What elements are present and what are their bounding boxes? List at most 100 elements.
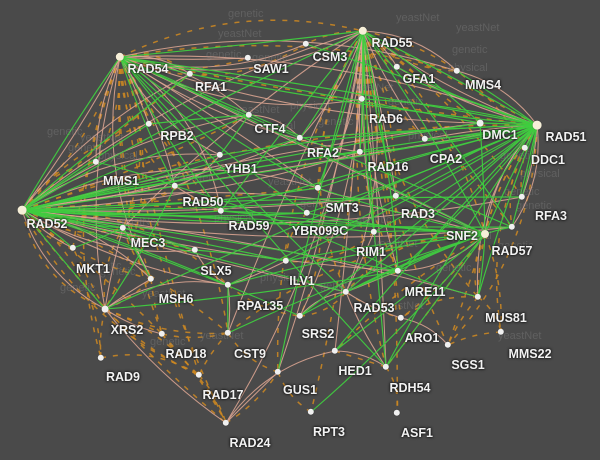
network-edge-yeastnet (104, 281, 229, 310)
graph-node-slx5[interactable] (191, 246, 199, 254)
network-edge-physical (477, 233, 486, 298)
graph-node-rad52[interactable] (17, 205, 27, 215)
network-edge-genetic (21, 124, 538, 211)
graph-node-ddc1[interactable] (521, 144, 529, 152)
graph-node-rfa1[interactable] (186, 70, 194, 78)
network-edge-physical (285, 124, 538, 262)
network-edge-yeastnet (362, 30, 458, 72)
network-edge-genetic (119, 54, 191, 75)
network-edge-physical (299, 30, 364, 139)
graph-node-rad53[interactable] (342, 288, 350, 296)
network-edge-yeastnet (277, 30, 364, 373)
graph-node-rad55[interactable] (358, 26, 368, 36)
network-edge-yeastnet (119, 56, 249, 60)
graph-node-rfa2[interactable] (296, 134, 304, 142)
graph-node-mkt1[interactable] (69, 244, 77, 252)
network-edge-genetic (104, 308, 200, 376)
graph-node-rad3[interactable] (392, 192, 400, 200)
network-edge-physical (219, 124, 538, 156)
network-edge-physical (362, 30, 375, 233)
network-edge-genetic (362, 30, 397, 197)
graph-node-cpa2[interactable] (421, 135, 429, 143)
network-edge-genetic (400, 233, 486, 319)
graph-node-xrs2[interactable] (101, 305, 109, 313)
graph-node-rad51[interactable] (532, 120, 542, 130)
network-edge-yeastnet (21, 153, 221, 211)
network-edge-yeastnet (95, 56, 121, 163)
graph-node-sgs1[interactable] (444, 341, 452, 349)
graph-node-csm3[interactable] (302, 40, 310, 48)
network-edge-physical (227, 124, 538, 286)
graph-node-aro1[interactable] (397, 314, 405, 322)
network-edge-physical (21, 209, 399, 272)
network-edge-genetic (161, 332, 229, 339)
network-edge-genetic (104, 308, 229, 335)
network-edge-genetic (362, 30, 402, 319)
graph-node-rad17[interactable] (195, 371, 203, 379)
network-edge-physical (119, 56, 347, 293)
graph-node-mus81[interactable] (474, 293, 482, 301)
graph-node-rim1[interactable] (370, 228, 378, 236)
graph-node-rad6[interactable] (358, 95, 366, 103)
graph-node-rad18[interactable] (158, 330, 166, 338)
graph-node-mms1[interactable] (92, 158, 100, 166)
network-edge-physical (285, 233, 486, 262)
graph-node-snf2[interactable] (481, 230, 489, 238)
graph-node-ctf4[interactable] (245, 111, 253, 119)
graph-node-rad50[interactable] (171, 182, 179, 190)
graph-node-rpb2[interactable] (145, 120, 153, 128)
network-edge-yeastnet (174, 185, 222, 212)
graph-node-srs2[interactable] (296, 312, 304, 320)
network-edge-physical (119, 56, 513, 228)
graph-node-rad16[interactable] (356, 148, 364, 156)
graph-node-rad59[interactable] (217, 207, 225, 215)
graph-node-rdh54[interactable] (382, 363, 390, 371)
graph-node-ybr099c[interactable] (303, 209, 311, 217)
graph-node-msh6[interactable] (147, 275, 155, 283)
graph-node-asf1[interactable] (393, 409, 401, 417)
graph-node-yhb1[interactable] (216, 151, 224, 159)
network-edge-physical (95, 161, 176, 187)
network-edge-physical (104, 270, 399, 310)
graph-node-gus1[interactable] (274, 368, 282, 376)
graph-node-mre11[interactable] (394, 267, 402, 275)
graph-node-ilv1[interactable] (282, 257, 290, 265)
graph-node-smt3[interactable] (314, 184, 322, 192)
network-edge-physical (456, 70, 538, 126)
network-edge-physical (362, 30, 513, 228)
network-edge-physical (21, 30, 364, 211)
network-edge-physical (119, 56, 191, 75)
network-edge-physical (119, 30, 364, 58)
graph-node-gfa1[interactable] (393, 63, 401, 71)
graph-node-rad57[interactable] (508, 223, 516, 231)
network-edge-genetic (21, 114, 250, 211)
graph-node-rad9[interactable] (97, 354, 105, 362)
network-edge-physical (119, 56, 481, 124)
network-edge-yeastnet (362, 30, 426, 140)
graph-node-rfa3[interactable] (518, 193, 526, 201)
graph-node-rpa135[interactable] (224, 281, 232, 289)
network-edge-physical (362, 30, 486, 235)
graph-node-dmc1[interactable] (476, 119, 484, 127)
network-edge-physical (119, 56, 222, 212)
network-edge-yeastnet (21, 209, 106, 310)
graph-node-saw1[interactable] (244, 54, 252, 62)
network-edge-yeastnet (227, 260, 287, 286)
network-edge-genetic (227, 233, 486, 334)
network-edge-genetic (104, 308, 163, 335)
graph-node-rad54[interactable] (115, 52, 125, 62)
network-edge-physical (119, 56, 538, 126)
graph-node-mms22[interactable] (497, 328, 505, 336)
network-edge-physical (148, 114, 250, 125)
graph-node-mms4[interactable] (453, 67, 461, 75)
network-edge-physical (119, 56, 301, 139)
network-edge-genetic (509, 124, 538, 228)
graph-node-rpt3[interactable] (307, 408, 315, 416)
graph-node-rad24[interactable] (222, 419, 230, 427)
network-edge-physical (119, 56, 319, 189)
graph-node-cst9[interactable] (224, 329, 232, 337)
network-edge-genetic (447, 331, 502, 346)
graph-node-mec3[interactable] (119, 224, 127, 232)
graph-node-hed1[interactable] (331, 347, 339, 355)
